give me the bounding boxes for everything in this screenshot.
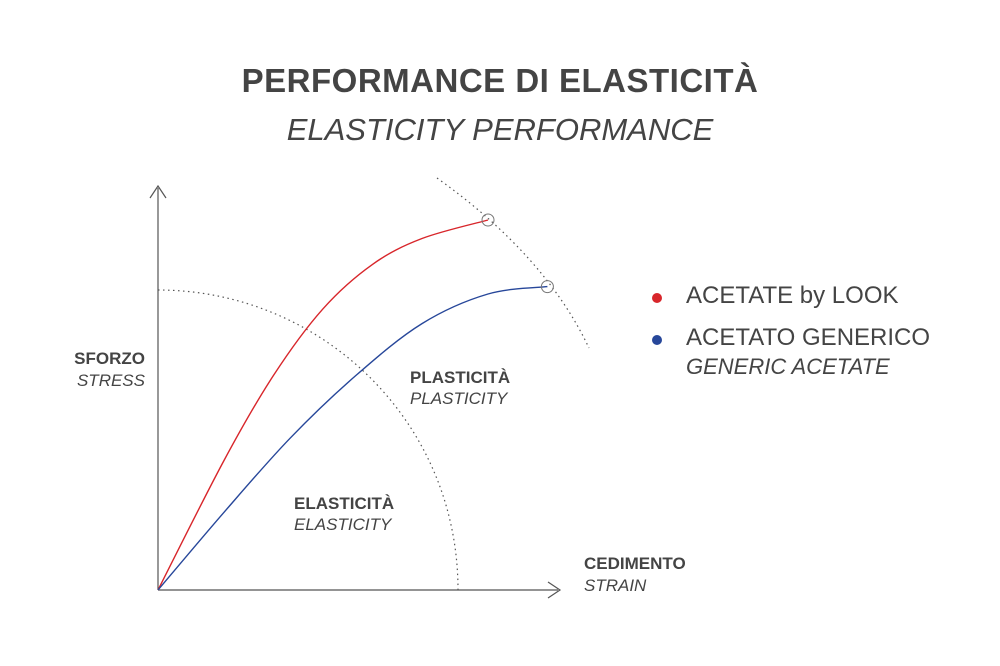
plastic-region-label: PLASTICITÀ [410, 368, 510, 387]
chart-subtitle: ELASTICITY PERFORMANCE [286, 112, 714, 147]
rupture-arc [436, 177, 590, 349]
series-line-generic-acetate [157, 285, 548, 591]
series-end-marker-acetate-by-look [481, 213, 495, 227]
series-end-marker-generic-acetate [540, 280, 554, 294]
legend-dot-blue [652, 335, 662, 345]
x-axis-sublabel: STRAIN [584, 576, 647, 595]
y-axis-sublabel: STRESS [77, 371, 146, 390]
y-axis-label: SFORZO [74, 349, 145, 368]
chart-title: PERFORMANCE DI ELASTICITÀ [241, 62, 759, 99]
elastic-region-label: ELASTICITÀ [294, 494, 394, 513]
x-axis-label: CEDIMENTO [584, 554, 686, 573]
series-line-acetate-by-look [157, 219, 489, 591]
plastic-region-sublabel: PLASTICITY [410, 389, 509, 408]
legend-dot-red [652, 293, 662, 303]
legend-sublabel: GENERIC ACETATE [686, 354, 890, 379]
legend-label: ACETATO GENERICO [686, 324, 931, 351]
elastic-region-sublabel: ELASTICITY [294, 515, 393, 534]
y-axis-arrow [149, 184, 167, 199]
legend-label: ACETATE by LOOK [686, 282, 899, 309]
elastic-limit-arc [157, 289, 459, 591]
x-axis-arrow [547, 581, 562, 599]
